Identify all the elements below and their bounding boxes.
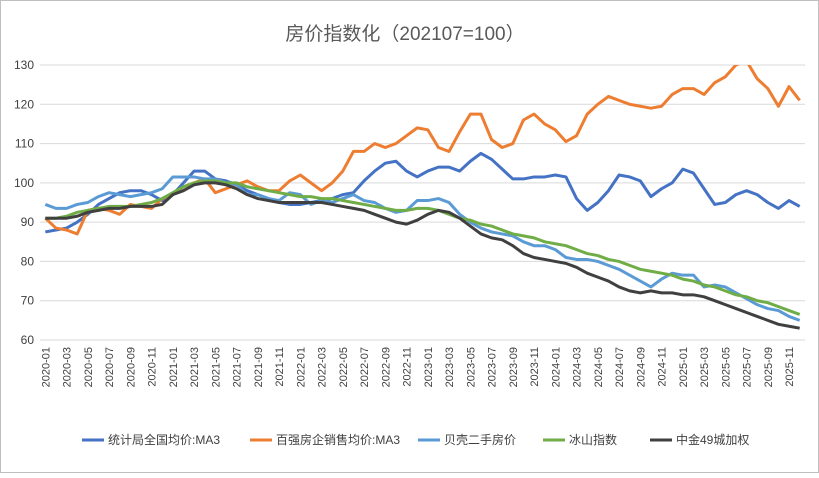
x-tick-label: 2020-11 bbox=[147, 347, 159, 387]
y-tick-label: 130 bbox=[14, 58, 34, 72]
x-tick-label: 2022-09 bbox=[380, 347, 392, 387]
x-tick-label: 2024-01 bbox=[550, 347, 562, 387]
chart-title: 房价指数化（202107=100） bbox=[285, 23, 524, 45]
x-tick-label: 2022-05 bbox=[338, 347, 350, 387]
x-tick-label: 2024-05 bbox=[593, 347, 605, 387]
x-tick-label: 2020-01 bbox=[40, 347, 52, 387]
x-tick-label: 2024-09 bbox=[635, 347, 647, 387]
x-tick-label: 2020-05 bbox=[83, 347, 95, 387]
x-tick-label: 2021-09 bbox=[253, 347, 265, 387]
x-tick-label: 2021-07 bbox=[232, 347, 244, 387]
x-tick-label: 2021-11 bbox=[274, 347, 286, 387]
y-tick-label: 60 bbox=[21, 333, 35, 347]
legend-label: 中金49城加权 bbox=[676, 432, 749, 447]
x-tick-label: 2022-07 bbox=[359, 347, 371, 387]
series-line bbox=[45, 181, 800, 330]
x-tick-label: 2023-11 bbox=[529, 347, 541, 387]
x-tick-label: 2021-01 bbox=[168, 347, 180, 387]
x-tick-label: 2024-03 bbox=[572, 347, 584, 387]
legend-label: 百强房企销售均价:MA3 bbox=[276, 432, 400, 447]
x-tick-label: 2023-05 bbox=[465, 347, 477, 387]
y-tick-label: 100 bbox=[14, 176, 34, 190]
x-tick-label: 2023-03 bbox=[444, 347, 456, 387]
x-tick-label: 2021-05 bbox=[210, 347, 222, 387]
x-tick-label: 2023-07 bbox=[487, 347, 499, 387]
y-tick-label: 80 bbox=[21, 254, 35, 268]
series-line bbox=[45, 179, 801, 316]
series-line bbox=[44, 175, 801, 322]
x-tick-label: 2023-01 bbox=[423, 347, 435, 387]
legend-label: 贝壳二手房价 bbox=[444, 432, 516, 447]
x-tick-label: 2020-07 bbox=[104, 347, 116, 387]
x-tick-label: 2025-01 bbox=[678, 347, 690, 387]
x-tick-label: 2022-03 bbox=[317, 347, 329, 387]
y-tick-label: 90 bbox=[21, 215, 35, 229]
x-tick-label: 2022-01 bbox=[295, 347, 307, 387]
legend-label: 冰山指数 bbox=[569, 432, 617, 447]
x-tick-label: 2023-09 bbox=[508, 347, 520, 387]
x-tick-label: 2025-11 bbox=[784, 347, 796, 387]
x-tick-label: 2022-11 bbox=[402, 347, 414, 387]
x-tick-label: 2020-09 bbox=[125, 347, 137, 387]
x-tick-label: 2025-03 bbox=[699, 347, 711, 387]
legend-label: 统计局全国均价:MA3 bbox=[108, 432, 220, 447]
y-tick-label: 70 bbox=[21, 294, 35, 308]
y-tick-label: 120 bbox=[14, 97, 34, 111]
x-tick-label: 2025-07 bbox=[742, 347, 754, 387]
x-tick-label: 2025-05 bbox=[720, 347, 732, 387]
y-tick-label: 110 bbox=[15, 137, 34, 151]
x-tick-label: 2021-03 bbox=[189, 347, 201, 387]
x-tick-label: 2024-07 bbox=[614, 347, 626, 387]
x-tick-label: 2025-09 bbox=[763, 347, 775, 387]
x-tick-label: 2024-11 bbox=[657, 347, 669, 387]
x-tick-label: 2020-03 bbox=[62, 347, 74, 387]
